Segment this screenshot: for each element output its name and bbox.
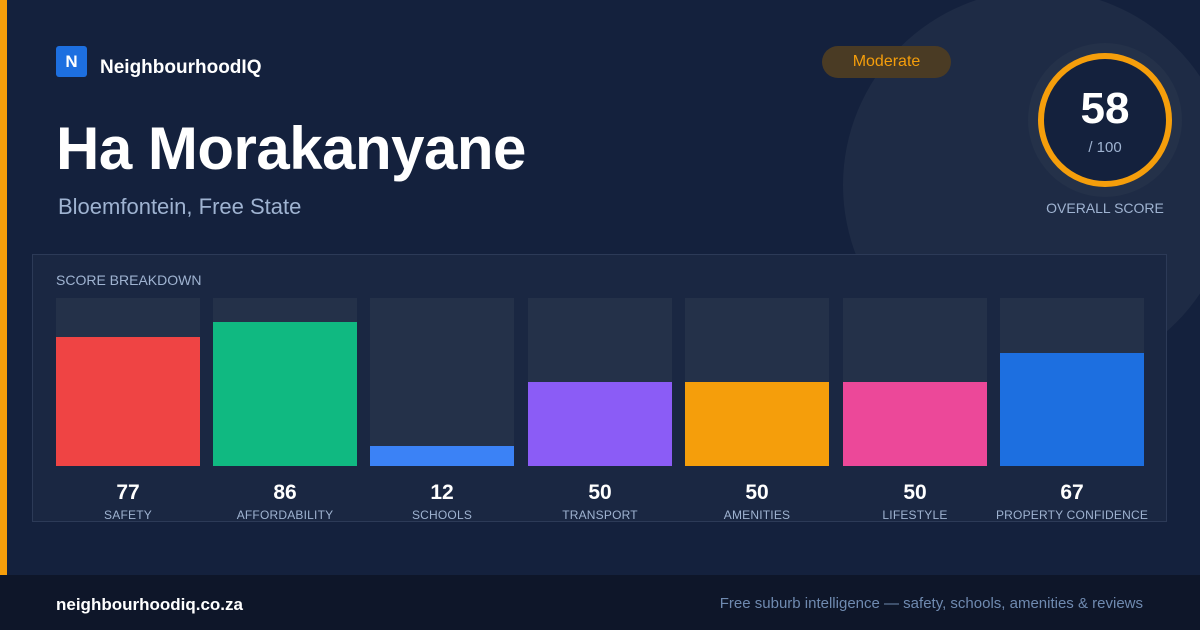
bar-track [685,298,829,466]
score-value: 67 [1060,481,1084,504]
bar-fill [1000,353,1144,466]
page-title: Ha Morakanyane [56,115,526,182]
overall-score-max: / 100 [1088,139,1122,156]
score-column-schools: 12 SCHOOLS [370,298,514,523]
score-breakdown-title: SCORE BREAKDOWN [56,272,202,288]
score-label: SAFETY [104,508,152,522]
score-label: AFFORDABILITY [236,508,334,522]
score-value: 50 [903,481,927,504]
accent-stripe [0,0,7,575]
footer-site-link[interactable]: neighbourhoodiq.co.za [56,595,243,614]
score-column-property-confidence: 67 PROPERTY CONFIDENCE [996,298,1148,523]
bar-fill [528,382,672,466]
score-column-amenities: 50 AMENITIES [685,298,829,523]
bar-fill [56,337,200,466]
bar-fill [370,446,514,466]
score-column-safety: 77 SAFETY [56,298,200,523]
score-column-lifestyle: 50 LIFESTYLE [843,298,987,523]
brand-name[interactable]: NeighbourhoodIQ [100,57,262,78]
score-label: AMENITIES [723,508,791,522]
overall-score-value: 58 [1080,84,1130,133]
score-value: 86 [273,481,297,504]
score-value: 50 [745,481,769,504]
bar-track [528,298,672,466]
bar-track [1000,298,1144,466]
bar-track [213,298,357,466]
footer-tagline: Free suburb intelligence — safety, schoo… [719,595,1143,612]
score-value: 12 [430,481,454,504]
footer: neighbourhoodiq.co.za Free suburb intell… [0,575,1200,630]
score-ring-inner: 58 / 100 [1038,53,1172,187]
score-label: TRANSPORT [562,508,638,522]
score-value: 50 [588,481,612,504]
overall-score-ring: 58 / 100 [1028,43,1182,197]
bar-fill [843,382,987,466]
score-column-affordability: 86 AFFORDABILITY [213,298,357,523]
bar-fill [213,322,357,466]
score-label: LIFESTYLE [882,508,948,522]
location-subtitle: Bloemfontein, Free State [58,194,302,219]
bar-track [843,298,987,466]
score-value: 77 [116,481,140,504]
score-label: PROPERTY CONFIDENCE [995,508,1149,522]
bar-track [370,298,514,466]
bar-track [56,298,200,466]
bar-fill [685,382,829,466]
score-column-transport: 50 TRANSPORT [528,298,672,523]
score-label: SCHOOLS [411,508,473,522]
rating-badge: Moderate [822,46,951,78]
brand-logo-icon[interactable]: N [56,46,87,77]
overall-score-label: OVERALL SCORE [1046,200,1164,216]
